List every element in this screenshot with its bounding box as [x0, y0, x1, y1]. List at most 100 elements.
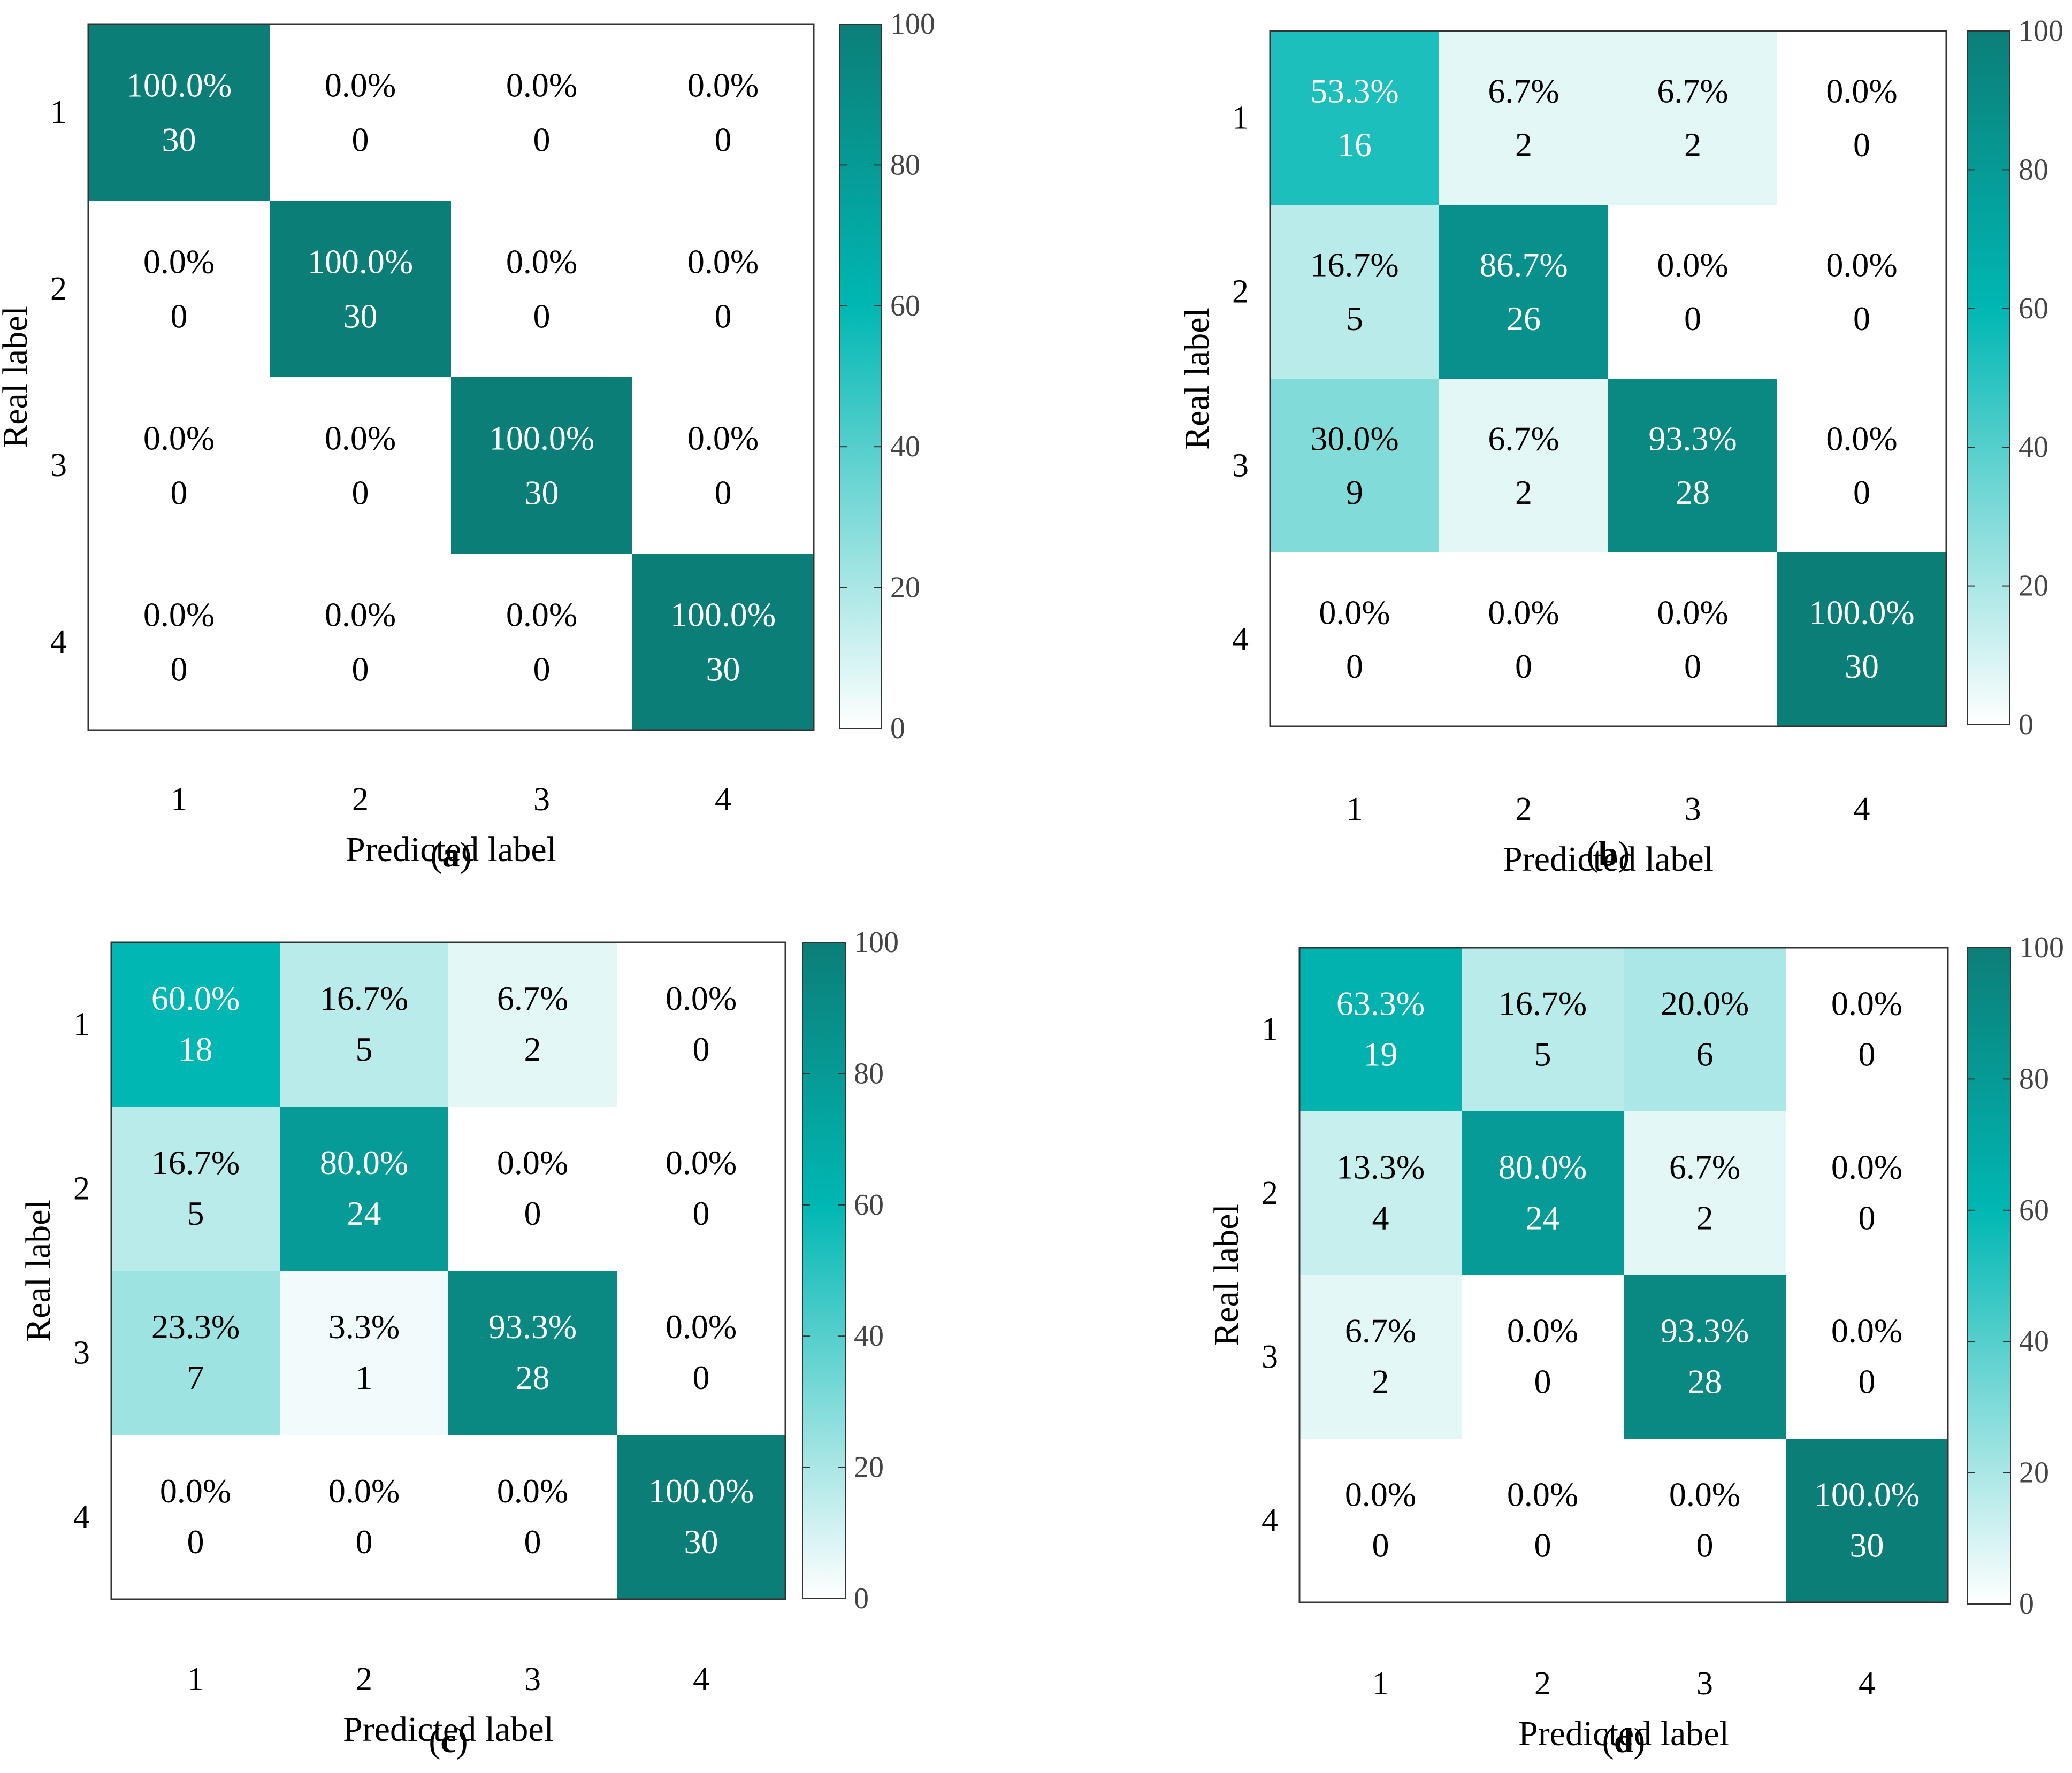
matrix-cell [1608, 552, 1777, 726]
cell-count-label: 19 [1364, 1035, 1398, 1073]
cell-percent-label: 53.3% [1310, 72, 1398, 110]
cell-percent-label: 93.3% [1661, 1311, 1749, 1349]
cell-percent-label: 0.0% [687, 419, 759, 457]
y-axis-label: Real label [1178, 308, 1217, 450]
cell-percent-label: 100.0% [308, 242, 413, 280]
cell-percent-label: 0.0% [666, 1143, 737, 1181]
cell-percent-label: 0.0% [1657, 593, 1728, 631]
matrix-cell [111, 1107, 280, 1271]
matrix-cell [1786, 1111, 1948, 1275]
cell-count-label: 0 [1372, 1526, 1389, 1564]
x-tick-label: 2 [356, 1661, 372, 1698]
matrix-cell [88, 201, 270, 377]
cell-count-label: 0 [1534, 1526, 1551, 1564]
x-tick-label: 3 [533, 781, 550, 818]
y-tick-label: 4 [73, 1499, 90, 1536]
panel-caption: (b) [1587, 834, 1630, 873]
y-tick-label: 3 [50, 447, 67, 483]
cell-percent-label: 0.0% [1831, 1148, 1902, 1186]
matrix-cell [1439, 379, 1608, 552]
cell-percent-label: 100.0% [1814, 1475, 1920, 1513]
colorbar-tick-label: 80 [2019, 1062, 2049, 1095]
cell-percent-label: 30.0% [1310, 419, 1398, 457]
cell-count-label: 24 [1526, 1199, 1560, 1237]
cell-percent-label: 6.7% [1488, 419, 1559, 457]
cell-percent-label: 0.0% [497, 1472, 568, 1510]
colorbar-tick-label: 60 [890, 289, 920, 323]
matrix-cell [1299, 1439, 1462, 1602]
cell-count-label: 0 [1534, 1362, 1551, 1400]
cell-count-label: 0 [352, 474, 369, 512]
cell-count-label: 7 [187, 1358, 204, 1396]
cell-count-label: 0 [1346, 647, 1363, 685]
cell-count-label: 2 [1515, 473, 1532, 511]
confusion-matrix-panel-a: 100.0%300.0%00.0%00.0%00.0%0100.0%300.0%… [0, 7, 935, 874]
colorbar-tick-label: 40 [2019, 431, 2048, 464]
y-tick-label: 1 [73, 1007, 90, 1043]
cell-percent-label: 16.7% [320, 979, 408, 1017]
cell-percent-label: 6.7% [1488, 72, 1559, 110]
cell-percent-label: 0.0% [666, 1308, 737, 1346]
cell-percent-label: 100.0% [1809, 593, 1914, 631]
cell-count-label: 28 [516, 1358, 550, 1396]
cell-count-label: 30 [525, 474, 559, 512]
confusion-matrix-panel-d: 63.3%1916.7%520.0%60.0%013.3%480.0%246.7… [1207, 931, 2064, 1760]
matrix-cell [1608, 379, 1777, 552]
colorbar-tick-label: 40 [854, 1319, 884, 1353]
cell-count-label: 9 [1346, 473, 1363, 511]
matrix-cell [1786, 948, 1948, 1111]
matrix-cell [1624, 1275, 1786, 1439]
cell-percent-label: 93.3% [1648, 419, 1737, 457]
cell-percent-label: 0.0% [160, 1472, 231, 1510]
colorbar-tick-label: 100 [890, 7, 935, 41]
x-tick-label: 2 [1516, 791, 1532, 827]
cell-count-label: 30 [1845, 647, 1879, 685]
cell-count-label: 5 [1534, 1035, 1551, 1073]
matrix-cell [617, 942, 785, 1107]
colorbar-tick-label: 40 [890, 430, 920, 463]
cell-percent-label: 0.0% [1831, 1311, 1902, 1349]
y-axis-label: Real label [19, 1200, 58, 1342]
cell-count-label: 0 [1859, 1362, 1876, 1400]
matrix-cell [270, 377, 451, 554]
matrix-cell [1777, 552, 1946, 726]
cell-percent-label: 0.0% [1826, 245, 1897, 283]
cell-percent-label: 63.3% [1336, 984, 1425, 1022]
matrix-cell [280, 1435, 448, 1599]
x-tick-label: 4 [715, 781, 731, 818]
y-tick-label: 1 [1232, 100, 1249, 136]
y-tick-label: 1 [50, 94, 67, 131]
matrix-cell [617, 1271, 785, 1435]
colorbar-tick-label: 0 [890, 712, 905, 745]
cell-percent-label: 16.7% [1498, 984, 1587, 1022]
x-axis-label: Predicted label [1518, 1714, 1729, 1753]
cell-count-label: 0 [187, 1523, 204, 1561]
y-tick-label: 3 [73, 1335, 90, 1371]
cell-count-label: 0 [524, 1523, 541, 1561]
colorbar-tick-label: 100 [2019, 931, 2064, 964]
cell-count-label: 0 [533, 297, 551, 335]
cell-percent-label: 20.0% [1661, 984, 1749, 1022]
colorbar-tick-label: 0 [2019, 708, 2033, 741]
cell-count-label: 30 [706, 650, 740, 688]
colorbar [1968, 948, 2010, 1604]
colorbar-tick-label: 100 [2019, 14, 2063, 48]
cell-percent-label: 100.0% [670, 595, 776, 633]
matrix-cell [1270, 31, 1439, 205]
cell-percent-label: 100.0% [648, 1472, 754, 1510]
cell-count-label: 0 [1853, 300, 1870, 337]
colorbar-tick-label: 20 [854, 1451, 884, 1484]
cell-count-label: 1 [356, 1358, 373, 1396]
y-tick-label: 1 [1261, 1011, 1278, 1048]
matrix-frame [87, 23, 815, 731]
cell-percent-label: 86.7% [1479, 245, 1568, 283]
x-tick-label: 4 [1854, 791, 1870, 827]
cell-count-label: 0 [693, 1030, 710, 1068]
matrix-cell [1462, 1111, 1624, 1275]
matrix-cell [1462, 1439, 1624, 1602]
cell-percent-label: 0.0% [506, 242, 577, 280]
cell-percent-label: 0.0% [666, 979, 737, 1017]
cell-count-label: 28 [1676, 473, 1710, 511]
colorbar-tick-label: 0 [2019, 1587, 2034, 1621]
matrix-cell [111, 942, 280, 1107]
